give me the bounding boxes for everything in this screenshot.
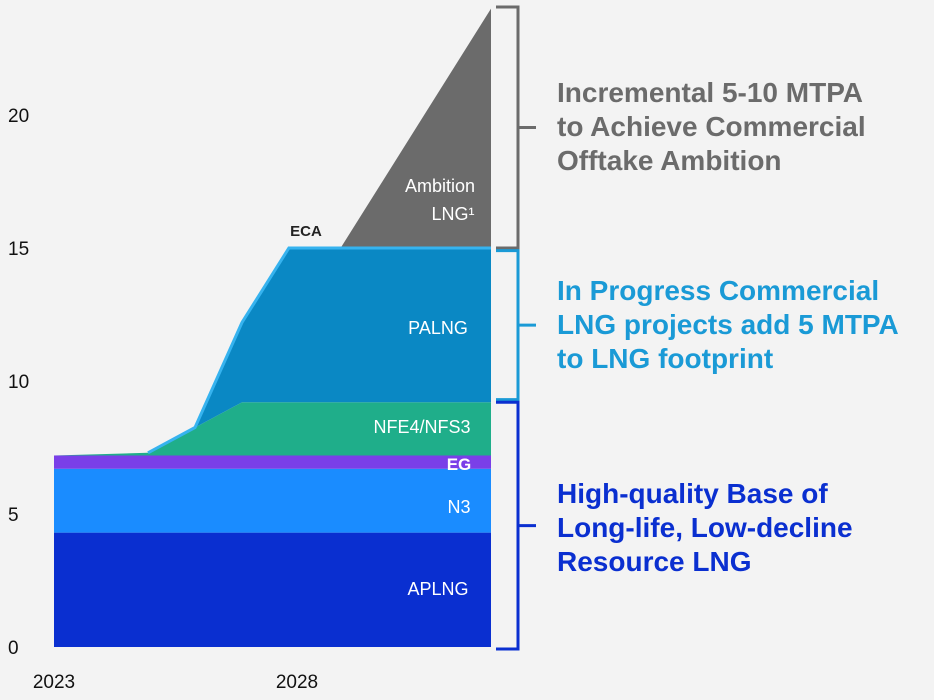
bracket-text-3-line-1: High-quality Base of — [557, 478, 828, 509]
y-tick-label: 5 — [8, 505, 19, 526]
bracket-text-1-line-2: to Achieve Commercial — [557, 111, 866, 142]
series-label-eg: EG — [447, 455, 472, 474]
series-label-ambition-lng: Ambition — [405, 176, 475, 196]
y-tick-label: 10 — [8, 372, 29, 393]
annotation-eca: ECA — [290, 223, 322, 240]
x-tick-label: 2028 — [276, 672, 318, 693]
area-eg — [54, 455, 491, 469]
area-n3 — [54, 468, 491, 533]
area-aplng — [54, 532, 491, 647]
palng-top-outline — [147, 246, 491, 455]
area-palng — [54, 248, 491, 456]
y-tick-label: 20 — [8, 106, 29, 127]
bracket-text-3-line-2: Long-life, Low-decline — [557, 512, 853, 543]
x-tick-label: 2023 — [33, 672, 75, 693]
series-label-n3: N3 — [447, 497, 470, 517]
bracket-text-3-line-3: Resource LNG — [557, 546, 752, 577]
area-nfe4-nfs3 — [54, 402, 491, 456]
bracket-1 — [496, 5, 536, 250]
series-label-aplng: APLNG — [407, 579, 468, 599]
bracket-text-1-line-1: Incremental 5-10 MTPA — [557, 77, 863, 108]
series-label-ambition-lng-line2: LNG¹ — [431, 204, 474, 224]
series-label-nfe4-nfs3: NFE4/NFS3 — [373, 417, 470, 437]
bracket-text-2-line-2: LNG projects add 5 MTPA — [557, 309, 899, 340]
bracket-text-2-line-3: to LNG footprint — [557, 343, 773, 374]
series-label-palng: PALNG — [408, 318, 468, 338]
bracket-text-1-line-3: Offtake Ambition — [557, 145, 782, 176]
y-tick-label: 0 — [8, 638, 19, 659]
bracket-text-2-line-1: In Progress Commercial — [557, 275, 879, 306]
y-tick-label: 15 — [8, 239, 29, 260]
bracket-3 — [496, 400, 536, 651]
bracket-2 — [496, 249, 536, 402]
area-ambition-lng — [54, 8, 491, 456]
